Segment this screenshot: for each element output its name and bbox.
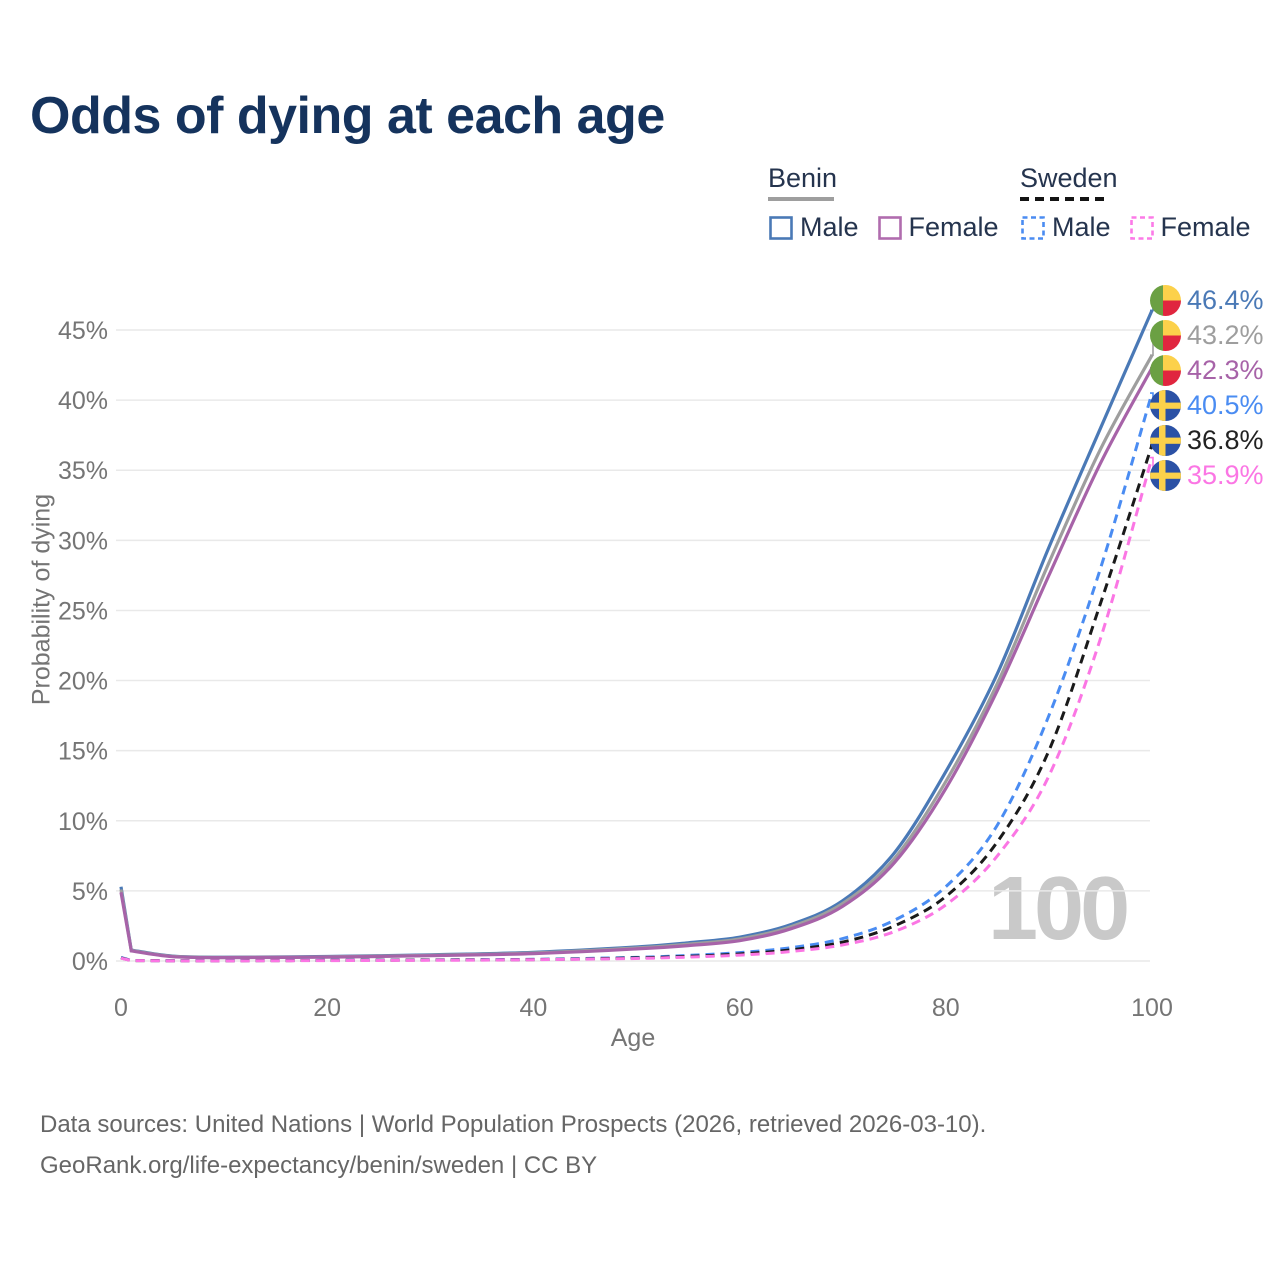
legend-item-benin-female-label: Female	[908, 212, 999, 242]
end-label-sweden-both: 36.8%	[1150, 424, 1264, 458]
benin-female-swatch-icon	[877, 215, 902, 240]
benin-flag-icon	[1150, 320, 1181, 352]
benin-flag-icon	[1150, 285, 1181, 317]
sweden-flag-icon	[1150, 390, 1181, 422]
x-tick-100: 100	[1131, 994, 1173, 1022]
y-tick-40: 40%	[58, 387, 108, 415]
footer: Data sources: United Nations | World Pop…	[40, 1104, 986, 1186]
benin-solid-line-sample-icon	[768, 197, 834, 201]
sweden-male-swatch-icon	[1021, 215, 1045, 240]
sweden-flag-icon	[1150, 425, 1181, 457]
legend-item-benin-male-label: Male	[800, 212, 859, 242]
end-label-sweden-male: 40.5%	[1150, 389, 1264, 423]
legend-item-benin-male[interactable]: Male	[768, 212, 859, 243]
legend-item-sweden-female[interactable]: Female	[1129, 212, 1251, 243]
benin-flag-icon	[1150, 355, 1181, 387]
x-tick-40: 40	[519, 994, 547, 1022]
y-tick-30: 30%	[58, 527, 108, 555]
legend-group-sweden-header: Sweden	[1020, 163, 1251, 201]
x-tick-0: 0	[114, 994, 128, 1022]
x-axis-title: Age	[610, 1024, 656, 1052]
end-label-benin-female: 42.3%	[1150, 354, 1264, 388]
sweden-female-swatch-icon	[1129, 215, 1154, 240]
end-value-sweden-male: 40.5%	[1187, 390, 1264, 421]
y-tick-5: 5%	[72, 878, 108, 906]
y-tick-25: 25%	[58, 597, 108, 625]
sweden-flag-icon	[1150, 460, 1181, 492]
y-tick-0: 0%	[72, 948, 108, 976]
end-value-benin-male: 46.4%	[1187, 285, 1264, 316]
end-value-benin-female: 42.3%	[1187, 355, 1264, 386]
y-tick-45: 45%	[58, 317, 108, 345]
end-value-sweden-both: 36.8%	[1187, 425, 1264, 456]
benin-male-swatch-icon	[769, 215, 793, 240]
end-label-sweden-female: 35.9%	[1150, 459, 1264, 493]
legend-item-sweden-female-label: Female	[1160, 212, 1251, 242]
legend-item-sweden-male-label: Male	[1052, 212, 1111, 242]
legend-group-benin: Benin Male Female	[768, 163, 999, 243]
legend-item-sweden-male[interactable]: Male	[1020, 212, 1111, 243]
y-tick-20: 20%	[58, 668, 108, 696]
attribution-text: GeoRank.org/life-expectancy/benin/sweden…	[40, 1152, 598, 1179]
end-value-sweden-female: 35.9%	[1187, 460, 1264, 491]
legend-group-sweden-label: Sweden	[1020, 163, 1118, 193]
sweden-dashed-line-sample-icon	[1020, 197, 1110, 201]
x-tick-20: 20	[313, 994, 341, 1022]
y-tick-10: 10%	[58, 808, 108, 836]
end-label-benin-male: 46.4%	[1150, 284, 1264, 318]
legend-group-benin-header: Benin	[768, 163, 999, 201]
y-axis-title: Probability of dying	[27, 493, 56, 706]
y-tick-15: 15%	[58, 738, 108, 766]
legend-group-sweden: Sweden Male Female	[1020, 163, 1251, 243]
x-tick-80: 80	[932, 994, 960, 1022]
end-value-benin-both: 43.2%	[1187, 320, 1264, 351]
legend-item-benin-female[interactable]: Female	[877, 212, 999, 243]
y-tick-35: 35%	[58, 457, 108, 485]
age-100-watermark: 100	[988, 859, 1130, 959]
legend-group-benin-label: Benin	[768, 163, 838, 193]
x-tick-60: 60	[726, 994, 754, 1022]
end-label-benin-both: 43.2%	[1150, 319, 1264, 353]
page-title: Odds of dying at each age	[30, 87, 665, 145]
data-sources-text: Data sources: United Nations | World Pop…	[40, 1111, 987, 1138]
